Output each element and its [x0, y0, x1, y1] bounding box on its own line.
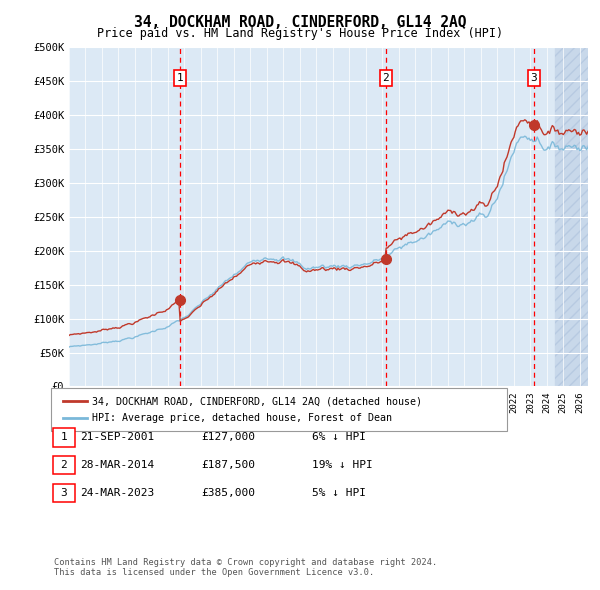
Text: £127,000: £127,000: [201, 432, 255, 442]
Text: 2: 2: [382, 73, 389, 83]
Bar: [555, 47, 600, 386]
Text: 34, DOCKHAM ROAD, CINDERFORD, GL14 2AQ: 34, DOCKHAM ROAD, CINDERFORD, GL14 2AQ: [134, 15, 466, 30]
Text: HPI: Average price, detached house, Forest of Dean: HPI: Average price, detached house, Fore…: [92, 414, 392, 423]
Text: £385,000: £385,000: [201, 488, 255, 497]
Text: 2: 2: [61, 460, 67, 470]
Text: 34, DOCKHAM ROAD, CINDERFORD, GL14 2AQ (detached house): 34, DOCKHAM ROAD, CINDERFORD, GL14 2AQ (…: [92, 396, 422, 406]
Text: Contains HM Land Registry data © Crown copyright and database right 2024.
This d: Contains HM Land Registry data © Crown c…: [54, 558, 437, 577]
Text: Price paid vs. HM Land Registry's House Price Index (HPI): Price paid vs. HM Land Registry's House …: [97, 27, 503, 40]
Text: 6% ↓ HPI: 6% ↓ HPI: [312, 432, 366, 442]
Text: £187,500: £187,500: [201, 460, 255, 470]
Text: 21-SEP-2001: 21-SEP-2001: [80, 432, 154, 442]
Text: 3: 3: [530, 73, 538, 83]
Text: 28-MAR-2014: 28-MAR-2014: [80, 460, 154, 470]
Text: 1: 1: [176, 73, 183, 83]
Text: 19% ↓ HPI: 19% ↓ HPI: [312, 460, 373, 470]
Text: 1: 1: [61, 432, 67, 442]
Text: 24-MAR-2023: 24-MAR-2023: [80, 488, 154, 497]
Text: 5% ↓ HPI: 5% ↓ HPI: [312, 488, 366, 497]
Text: 3: 3: [61, 488, 67, 497]
Bar: [555, 47, 600, 386]
